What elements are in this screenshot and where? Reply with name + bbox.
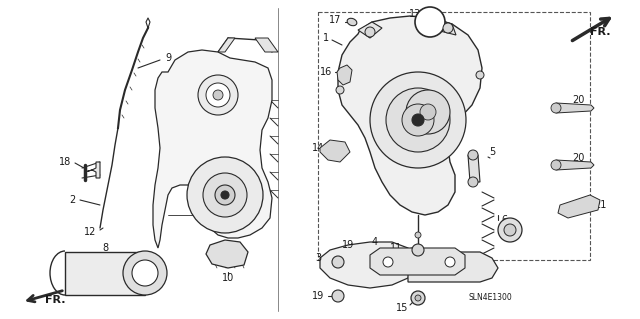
Circle shape [383, 257, 393, 267]
Text: 21: 21 [594, 200, 606, 210]
Circle shape [215, 185, 235, 205]
Polygon shape [432, 18, 456, 35]
Circle shape [221, 191, 229, 199]
Bar [318, 12, 590, 260]
Text: 20: 20 [572, 95, 584, 105]
Text: 8: 8 [102, 243, 108, 253]
Circle shape [468, 177, 478, 187]
Circle shape [443, 23, 453, 33]
Ellipse shape [347, 18, 357, 26]
Circle shape [445, 257, 455, 267]
Polygon shape [338, 16, 482, 215]
Text: 4: 4 [372, 237, 378, 247]
Text: 20: 20 [572, 153, 584, 163]
Polygon shape [85, 162, 100, 178]
Polygon shape [320, 242, 412, 288]
Polygon shape [554, 160, 594, 170]
Text: 16: 16 [320, 67, 332, 77]
Text: 17: 17 [329, 15, 341, 25]
Polygon shape [320, 140, 350, 162]
Circle shape [415, 232, 421, 238]
Text: 14: 14 [312, 143, 324, 153]
Text: 18: 18 [59, 157, 71, 167]
Text: FR.: FR. [589, 27, 611, 37]
Text: 7: 7 [497, 227, 503, 237]
Text: SLN4E1300: SLN4E1300 [468, 293, 512, 302]
Circle shape [412, 244, 424, 256]
Circle shape [370, 72, 466, 168]
Polygon shape [218, 38, 235, 52]
Polygon shape [370, 248, 465, 275]
Text: 3: 3 [315, 253, 321, 263]
Polygon shape [408, 252, 498, 282]
Text: 19: 19 [342, 240, 354, 250]
Circle shape [203, 173, 247, 217]
Circle shape [551, 103, 561, 113]
Circle shape [187, 157, 263, 233]
Circle shape [132, 260, 158, 286]
Circle shape [476, 71, 484, 79]
Text: 11: 11 [390, 243, 402, 253]
Text: 13: 13 [409, 9, 421, 19]
Circle shape [420, 104, 436, 120]
Text: 6: 6 [501, 215, 507, 225]
Text: 2: 2 [69, 195, 75, 205]
Circle shape [412, 114, 424, 126]
Circle shape [411, 291, 425, 305]
Circle shape [123, 251, 167, 295]
Circle shape [332, 290, 344, 302]
Polygon shape [206, 240, 248, 268]
Text: 10: 10 [222, 273, 234, 283]
Text: 19: 19 [312, 291, 324, 301]
Circle shape [498, 218, 522, 242]
Circle shape [332, 256, 344, 268]
Circle shape [504, 224, 516, 236]
Circle shape [365, 27, 375, 37]
Polygon shape [554, 103, 594, 113]
Polygon shape [558, 195, 600, 218]
Polygon shape [337, 65, 352, 85]
Text: FR.: FR. [45, 295, 65, 305]
Polygon shape [153, 50, 272, 248]
Circle shape [206, 83, 230, 107]
Circle shape [406, 90, 450, 134]
Polygon shape [255, 38, 278, 52]
Circle shape [198, 75, 238, 115]
Text: 5: 5 [489, 147, 495, 157]
Polygon shape [468, 155, 480, 182]
Polygon shape [358, 22, 382, 38]
Circle shape [386, 88, 450, 152]
Text: 9: 9 [165, 53, 171, 63]
Text: 12: 12 [84, 227, 96, 237]
Circle shape [468, 150, 478, 160]
Circle shape [415, 295, 421, 301]
Text: 1: 1 [323, 33, 329, 43]
Circle shape [336, 86, 344, 94]
Polygon shape [65, 252, 145, 295]
Circle shape [402, 104, 434, 136]
Circle shape [551, 160, 561, 170]
Circle shape [213, 90, 223, 100]
Text: 15: 15 [396, 303, 408, 313]
Circle shape [415, 7, 445, 37]
